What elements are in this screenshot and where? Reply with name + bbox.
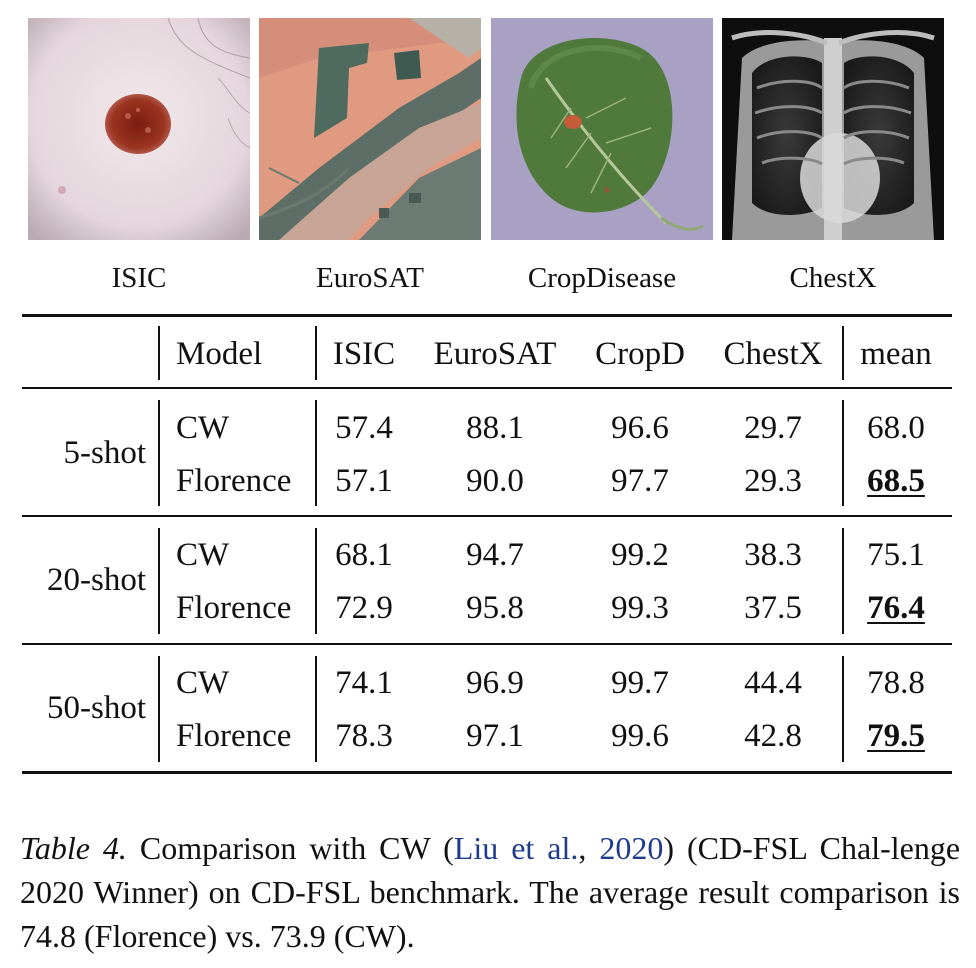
value-chestx: 37.5 [744, 590, 802, 626]
value-mean: 78.8 [867, 665, 925, 701]
column-divider [158, 400, 160, 506]
model-name: Florence [176, 463, 292, 499]
caption-text: Comparison with CW ( [126, 830, 454, 866]
value-chestx: 38.3 [744, 537, 802, 573]
value-isic: 57.1 [335, 463, 393, 499]
group-rule [22, 515, 952, 517]
header-chestx: ChestX [723, 336, 823, 372]
column-divider [315, 400, 317, 506]
citation-link-year[interactable]: 2020 [599, 830, 664, 866]
model-name: CW [176, 410, 230, 446]
best-mean-value: 79.5 [867, 718, 925, 754]
shot-label: 50-shot [47, 690, 146, 726]
column-divider [842, 656, 844, 762]
header-model: Model [176, 336, 263, 372]
column-divider [158, 656, 160, 762]
header-cropd: CropD [595, 336, 685, 372]
chest-xray-image [722, 18, 944, 240]
table-caption: Table 4. Comparison with CW (Liu et al.,… [20, 826, 960, 958]
caption-text: ) (CD-FSL Chal-lenge 2020 Winner) on CD-… [20, 830, 961, 954]
value-mean: 68.0 [867, 410, 925, 446]
model-name: Florence [176, 590, 292, 626]
value-isic: 57.4 [335, 410, 393, 446]
header-rule [22, 387, 952, 389]
image-label-cropdisease: CropDisease [527, 262, 677, 294]
value-eurosat: 95.8 [466, 590, 524, 626]
value-chestx: 44.4 [744, 665, 802, 701]
model-name: Florence [176, 718, 292, 754]
value-isic: 74.1 [335, 665, 393, 701]
shot-label: 20-shot [47, 562, 146, 598]
column-divider [315, 656, 317, 762]
group-rule [22, 643, 952, 645]
table-bottom-rule [22, 771, 952, 774]
model-name: CW [176, 537, 230, 573]
shot-label: 5-shot [63, 435, 147, 471]
value-chestx: 29.3 [744, 463, 802, 499]
value-isic: 68.1 [335, 537, 393, 573]
value-cropd: 99.6 [611, 718, 669, 754]
value-cropd: 99.3 [611, 590, 669, 626]
value-eurosat: 94.7 [466, 537, 524, 573]
best-mean-value: 76.4 [867, 590, 925, 626]
header-eurosat: EuroSAT [433, 336, 557, 372]
image-label-eurosat: EuroSAT [316, 262, 424, 294]
image-label-isic: ISIC [111, 262, 167, 294]
value-eurosat: 96.9 [466, 665, 524, 701]
isic-skin-lesion-image [28, 18, 250, 240]
citation-link-author[interactable]: Liu et al. [453, 830, 579, 866]
column-divider [315, 326, 317, 380]
eurosat-satellite-image [259, 18, 481, 240]
column-divider [842, 326, 844, 380]
value-mean-best: 79.5 [848, 716, 944, 756]
citation-separator: , [578, 830, 600, 866]
column-divider [158, 528, 160, 634]
value-cropd: 97.7 [611, 463, 669, 499]
value-eurosat: 90.0 [466, 463, 524, 499]
value-mean: 75.1 [867, 537, 925, 573]
value-cropd: 99.7 [611, 665, 669, 701]
table-top-rule [22, 314, 952, 317]
value-mean-best: 68.5 [848, 461, 944, 501]
value-eurosat: 88.1 [466, 410, 524, 446]
image-label-chestx: ChestX [789, 262, 877, 294]
column-divider [842, 400, 844, 506]
column-divider [842, 528, 844, 634]
crop-disease-leaf-image [491, 18, 713, 240]
header-isic: ISIC [332, 336, 396, 372]
header-mean: mean [860, 336, 932, 372]
value-cropd: 96.6 [611, 410, 669, 446]
value-chestx: 42.8 [744, 718, 802, 754]
value-isic: 78.3 [335, 718, 393, 754]
model-name: CW [176, 665, 230, 701]
value-mean-best: 76.4 [848, 588, 944, 628]
caption-label: Table 4. [20, 830, 127, 866]
best-mean-value: 68.5 [867, 463, 925, 499]
column-divider [315, 528, 317, 634]
column-divider [158, 326, 160, 380]
value-isic: 72.9 [335, 590, 393, 626]
value-eurosat: 97.1 [466, 718, 524, 754]
value-cropd: 99.2 [611, 537, 669, 573]
value-chestx: 29.7 [744, 410, 802, 446]
